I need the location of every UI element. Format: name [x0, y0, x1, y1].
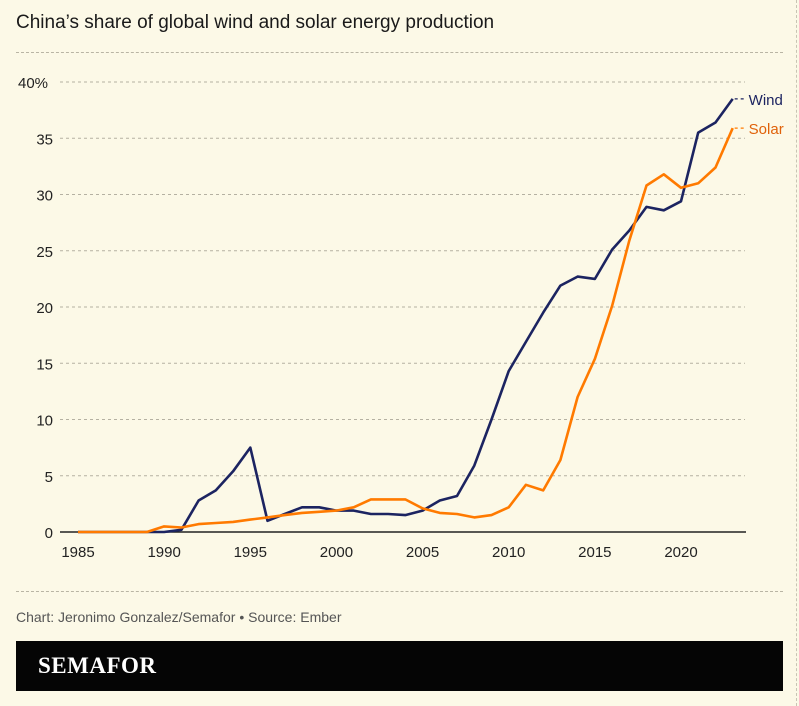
divider	[16, 591, 783, 592]
y-tick-label: 20	[36, 300, 53, 317]
y-tick-label: 10	[36, 413, 53, 430]
series-label-wind: Wind	[749, 92, 783, 109]
chart-credit: Chart: Jeronimo Gonzalez/Semafor • Sourc…	[16, 609, 342, 625]
x-tick-label: 2020	[664, 544, 697, 561]
chart-title: China’s share of global wind and solar e…	[16, 12, 495, 33]
x-tick-label: 1990	[147, 544, 180, 561]
y-tick-label: 30	[36, 188, 53, 205]
frame-border	[796, 0, 797, 706]
line-chart: 0 5 10 15 20 25 30 35 40% 1985 1990 1995 2000 2005 201…	[18, 75, 784, 561]
x-tick-label: 1985	[61, 544, 94, 561]
y-tick-label: 35	[36, 131, 53, 148]
divider	[16, 52, 783, 53]
series-label-solar: Solar	[749, 121, 784, 138]
x-tick-label: 2000	[320, 544, 353, 561]
x-tick-label: 2010	[492, 544, 525, 561]
semafor-logo: SEMAFOR	[38, 653, 157, 678]
series-line-solar	[78, 127, 734, 534]
y-tick-label: 40%	[18, 75, 48, 92]
y-tick-label: 0	[45, 525, 53, 542]
footer-bar: SEMAFOR	[16, 641, 783, 691]
y-tick-label: 25	[36, 244, 53, 261]
y-tick-label: 15	[36, 356, 53, 373]
y-tick-label: 5	[45, 469, 53, 486]
series-line-wind	[78, 98, 734, 534]
x-tick-label: 2015	[578, 544, 611, 561]
x-tick-label: 2005	[406, 544, 439, 561]
x-tick-label: 1995	[234, 544, 267, 561]
